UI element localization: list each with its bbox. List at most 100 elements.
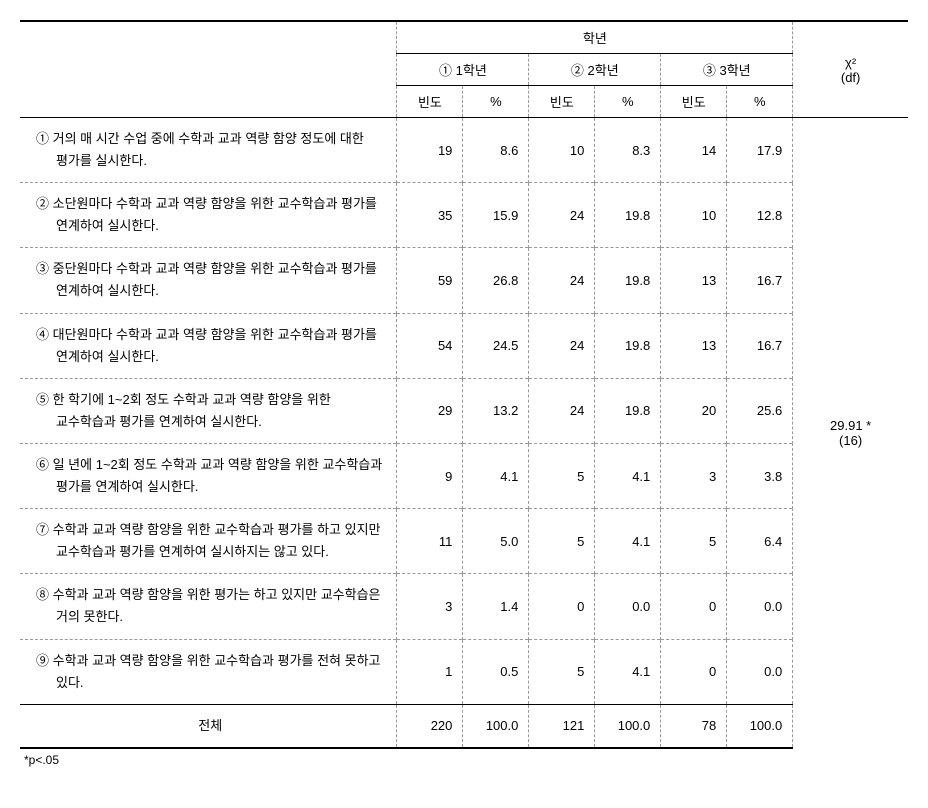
pct-header-2: %: [595, 86, 661, 118]
freq-header-1: 빈도: [397, 86, 463, 118]
row-label: ⑧ 수학과 교과 역량 함양을 위한 평가는 하고 있지만 교수학습은 거의 못…: [20, 574, 397, 639]
table-body: ① 거의 매 시간 수업 중에 수학과 교과 역량 함양 정도에 대한 평가를 …: [20, 118, 908, 748]
cell-g1_pct: 5.0: [463, 509, 529, 574]
cell-g3_pct: 6.4: [727, 509, 793, 574]
table-row: ⑥ 일 년에 1~2회 정도 수학과 교과 역량 함양을 위한 교수학습과 평가…: [20, 443, 908, 508]
cell-g3_freq: 10: [661, 183, 727, 248]
footnote: *p<.05: [20, 749, 908, 767]
row-label: ② 소단원마다 수학과 교과 역량 함양을 위한 교수학습과 평가를 연계하여 …: [20, 183, 397, 248]
statistics-table-container: 학년 χ² (df) ① 1학년 ② 2학년 ③ 3학년 빈도 % 빈도 % 빈…: [20, 20, 908, 767]
total-g1_pct: 100.0: [463, 704, 529, 748]
cell-g3_pct: 16.7: [727, 248, 793, 313]
cell-g2_pct: 4.1: [595, 509, 661, 574]
table-row: ⑧ 수학과 교과 역량 함양을 위한 평가는 하고 있지만 교수학습은 거의 못…: [20, 574, 908, 639]
row-label: ① 거의 매 시간 수업 중에 수학과 교과 역량 함양 정도에 대한 평가를 …: [20, 118, 397, 183]
total-g3_pct: 100.0: [727, 704, 793, 748]
cell-g2_freq: 24: [529, 378, 595, 443]
chi-value: 29.91 *: [801, 418, 900, 433]
cell-g3_freq: 5: [661, 509, 727, 574]
cell-g1_pct: 15.9: [463, 183, 529, 248]
cell-g3_pct: 16.7: [727, 313, 793, 378]
statistics-table: 학년 χ² (df) ① 1학년 ② 2학년 ③ 3학년 빈도 % 빈도 % 빈…: [20, 20, 908, 749]
row-label: ④ 대단원마다 수학과 교과 역량 함양을 위한 교수학습과 평가를 연계하여 …: [20, 313, 397, 378]
chi-square-cell: 29.91 *(16): [793, 118, 908, 748]
total-g1_freq: 220: [397, 704, 463, 748]
cell-g2_pct: 19.8: [595, 183, 661, 248]
chi-header: χ² (df): [793, 21, 908, 118]
cell-g3_freq: 14: [661, 118, 727, 183]
table-header: 학년 χ² (df) ① 1학년 ② 2학년 ③ 3학년 빈도 % 빈도 % 빈…: [20, 21, 908, 118]
cell-g1_pct: 8.6: [463, 118, 529, 183]
header-blank: [20, 21, 397, 118]
group-header: 학년: [397, 21, 793, 54]
total-g2_pct: 100.0: [595, 704, 661, 748]
cell-g3_freq: 0: [661, 574, 727, 639]
cell-g3_pct: 17.9: [727, 118, 793, 183]
cell-g3_pct: 25.6: [727, 378, 793, 443]
grade3-header: ③ 3학년: [661, 54, 793, 86]
total-g3_freq: 78: [661, 704, 727, 748]
cell-g1_pct: 1.4: [463, 574, 529, 639]
cell-g3_freq: 20: [661, 378, 727, 443]
cell-g1_freq: 35: [397, 183, 463, 248]
cell-g2_pct: 4.1: [595, 443, 661, 508]
table-row: ④ 대단원마다 수학과 교과 역량 함양을 위한 교수학습과 평가를 연계하여 …: [20, 313, 908, 378]
cell-g3_pct: 12.8: [727, 183, 793, 248]
row-label: ⑨ 수학과 교과 역량 함양을 위한 교수학습과 평가를 전혀 못하고 있다.: [20, 639, 397, 704]
chi-df: (16): [801, 433, 900, 448]
cell-g1_freq: 11: [397, 509, 463, 574]
chi-label: χ²: [801, 55, 900, 70]
df-label: (df): [801, 70, 900, 85]
cell-g1_freq: 9: [397, 443, 463, 508]
cell-g2_freq: 24: [529, 248, 595, 313]
freq-header-3: 빈도: [661, 86, 727, 118]
cell-g1_pct: 13.2: [463, 378, 529, 443]
cell-g2_pct: 19.8: [595, 313, 661, 378]
cell-g1_freq: 1: [397, 639, 463, 704]
cell-g3_pct: 0.0: [727, 639, 793, 704]
table-row: ⑤ 한 학기에 1~2회 정도 수학과 교과 역량 함양을 위한 교수학습과 평…: [20, 378, 908, 443]
table-row: ⑨ 수학과 교과 역량 함양을 위한 교수학습과 평가를 전혀 못하고 있다.1…: [20, 639, 908, 704]
row-label: ⑦ 수학과 교과 역량 함양을 위한 교수학습과 평가를 하고 있지만 교수학습…: [20, 509, 397, 574]
cell-g2_pct: 4.1: [595, 639, 661, 704]
total-label: 전체: [20, 704, 397, 748]
cell-g1_freq: 3: [397, 574, 463, 639]
table-row: ⑦ 수학과 교과 역량 함양을 위한 교수학습과 평가를 하고 있지만 교수학습…: [20, 509, 908, 574]
row-label: ⑥ 일 년에 1~2회 정도 수학과 교과 역량 함양을 위한 교수학습과 평가…: [20, 443, 397, 508]
cell-g2_pct: 19.8: [595, 378, 661, 443]
grade2-header: ② 2학년: [529, 54, 661, 86]
cell-g2_freq: 24: [529, 313, 595, 378]
cell-g1_freq: 59: [397, 248, 463, 313]
cell-g2_freq: 5: [529, 639, 595, 704]
cell-g3_freq: 13: [661, 248, 727, 313]
pct-header-3: %: [727, 86, 793, 118]
cell-g2_freq: 24: [529, 183, 595, 248]
table-row: ③ 중단원마다 수학과 교과 역량 함양을 위한 교수학습과 평가를 연계하여 …: [20, 248, 908, 313]
total-row: 전체220100.0121100.078100.0: [20, 704, 908, 748]
cell-g1_pct: 24.5: [463, 313, 529, 378]
cell-g2_pct: 8.3: [595, 118, 661, 183]
cell-g1_freq: 19: [397, 118, 463, 183]
cell-g1_pct: 4.1: [463, 443, 529, 508]
table-row: ① 거의 매 시간 수업 중에 수학과 교과 역량 함양 정도에 대한 평가를 …: [20, 118, 908, 183]
cell-g1_freq: 29: [397, 378, 463, 443]
cell-g1_pct: 0.5: [463, 639, 529, 704]
cell-g2_freq: 5: [529, 509, 595, 574]
total-g2_freq: 121: [529, 704, 595, 748]
row-label: ⑤ 한 학기에 1~2회 정도 수학과 교과 역량 함양을 위한 교수학습과 평…: [20, 378, 397, 443]
pct-header-1: %: [463, 86, 529, 118]
cell-g3_freq: 13: [661, 313, 727, 378]
cell-g1_pct: 26.8: [463, 248, 529, 313]
cell-g2_pct: 0.0: [595, 574, 661, 639]
grade1-header: ① 1학년: [397, 54, 529, 86]
table-row: ② 소단원마다 수학과 교과 역량 함양을 위한 교수학습과 평가를 연계하여 …: [20, 183, 908, 248]
cell-g2_freq: 10: [529, 118, 595, 183]
cell-g2_pct: 19.8: [595, 248, 661, 313]
cell-g3_pct: 3.8: [727, 443, 793, 508]
cell-g2_freq: 5: [529, 443, 595, 508]
cell-g1_freq: 54: [397, 313, 463, 378]
freq-header-2: 빈도: [529, 86, 595, 118]
row-label: ③ 중단원마다 수학과 교과 역량 함양을 위한 교수학습과 평가를 연계하여 …: [20, 248, 397, 313]
cell-g3_freq: 3: [661, 443, 727, 508]
cell-g3_freq: 0: [661, 639, 727, 704]
